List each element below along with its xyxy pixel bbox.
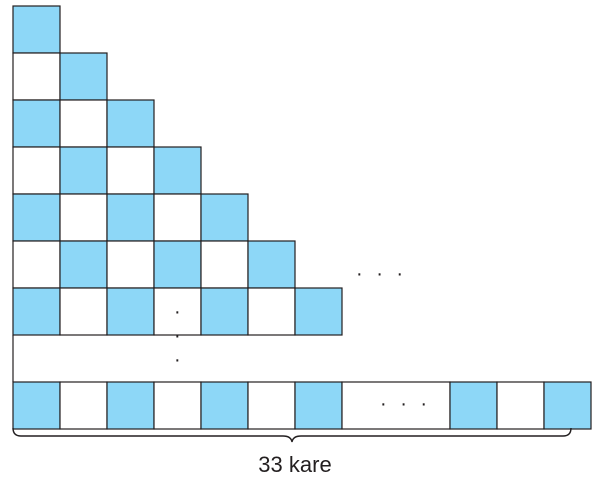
vertical-ellipsis: · · · xyxy=(174,301,185,371)
blue-square xyxy=(107,100,154,147)
white-square xyxy=(248,288,295,335)
blue-square xyxy=(544,382,591,429)
white-square xyxy=(154,382,201,429)
blue-square xyxy=(13,288,60,335)
white-square xyxy=(60,288,107,335)
blue-square xyxy=(107,288,154,335)
blue-square xyxy=(154,241,201,288)
blue-square xyxy=(60,241,107,288)
white-square xyxy=(497,382,544,429)
white-square xyxy=(107,147,154,194)
vertical-dot: · xyxy=(174,349,185,371)
blue-square xyxy=(13,100,60,147)
blue-square xyxy=(60,53,107,100)
blue-square xyxy=(248,241,295,288)
blue-square xyxy=(154,147,201,194)
blue-square xyxy=(13,382,60,429)
blue-square xyxy=(295,288,342,335)
brace xyxy=(13,428,571,442)
white-square xyxy=(248,382,295,429)
square-count-label: 33 kare xyxy=(258,452,331,477)
white-square xyxy=(154,194,201,241)
white-square xyxy=(60,194,107,241)
bottom-row xyxy=(13,382,591,429)
blue-square xyxy=(201,382,248,429)
blue-square xyxy=(201,194,248,241)
white-square xyxy=(107,241,154,288)
white-square xyxy=(60,100,107,147)
white-square xyxy=(201,241,248,288)
bottom-row-ellipsis: · · · xyxy=(380,393,431,415)
white-square xyxy=(13,241,60,288)
blue-square xyxy=(450,382,497,429)
blue-square xyxy=(201,288,248,335)
blue-square xyxy=(107,382,154,429)
vertical-dot: · xyxy=(174,301,185,323)
white-square xyxy=(60,382,107,429)
row-ellipsis: · · · xyxy=(356,263,407,285)
blue-square xyxy=(13,194,60,241)
white-square xyxy=(13,53,60,100)
blue-square xyxy=(13,6,60,53)
white-square xyxy=(13,147,60,194)
blue-square xyxy=(107,194,154,241)
blue-square xyxy=(295,382,342,429)
vertical-dot: · xyxy=(174,325,185,347)
blue-square xyxy=(60,147,107,194)
